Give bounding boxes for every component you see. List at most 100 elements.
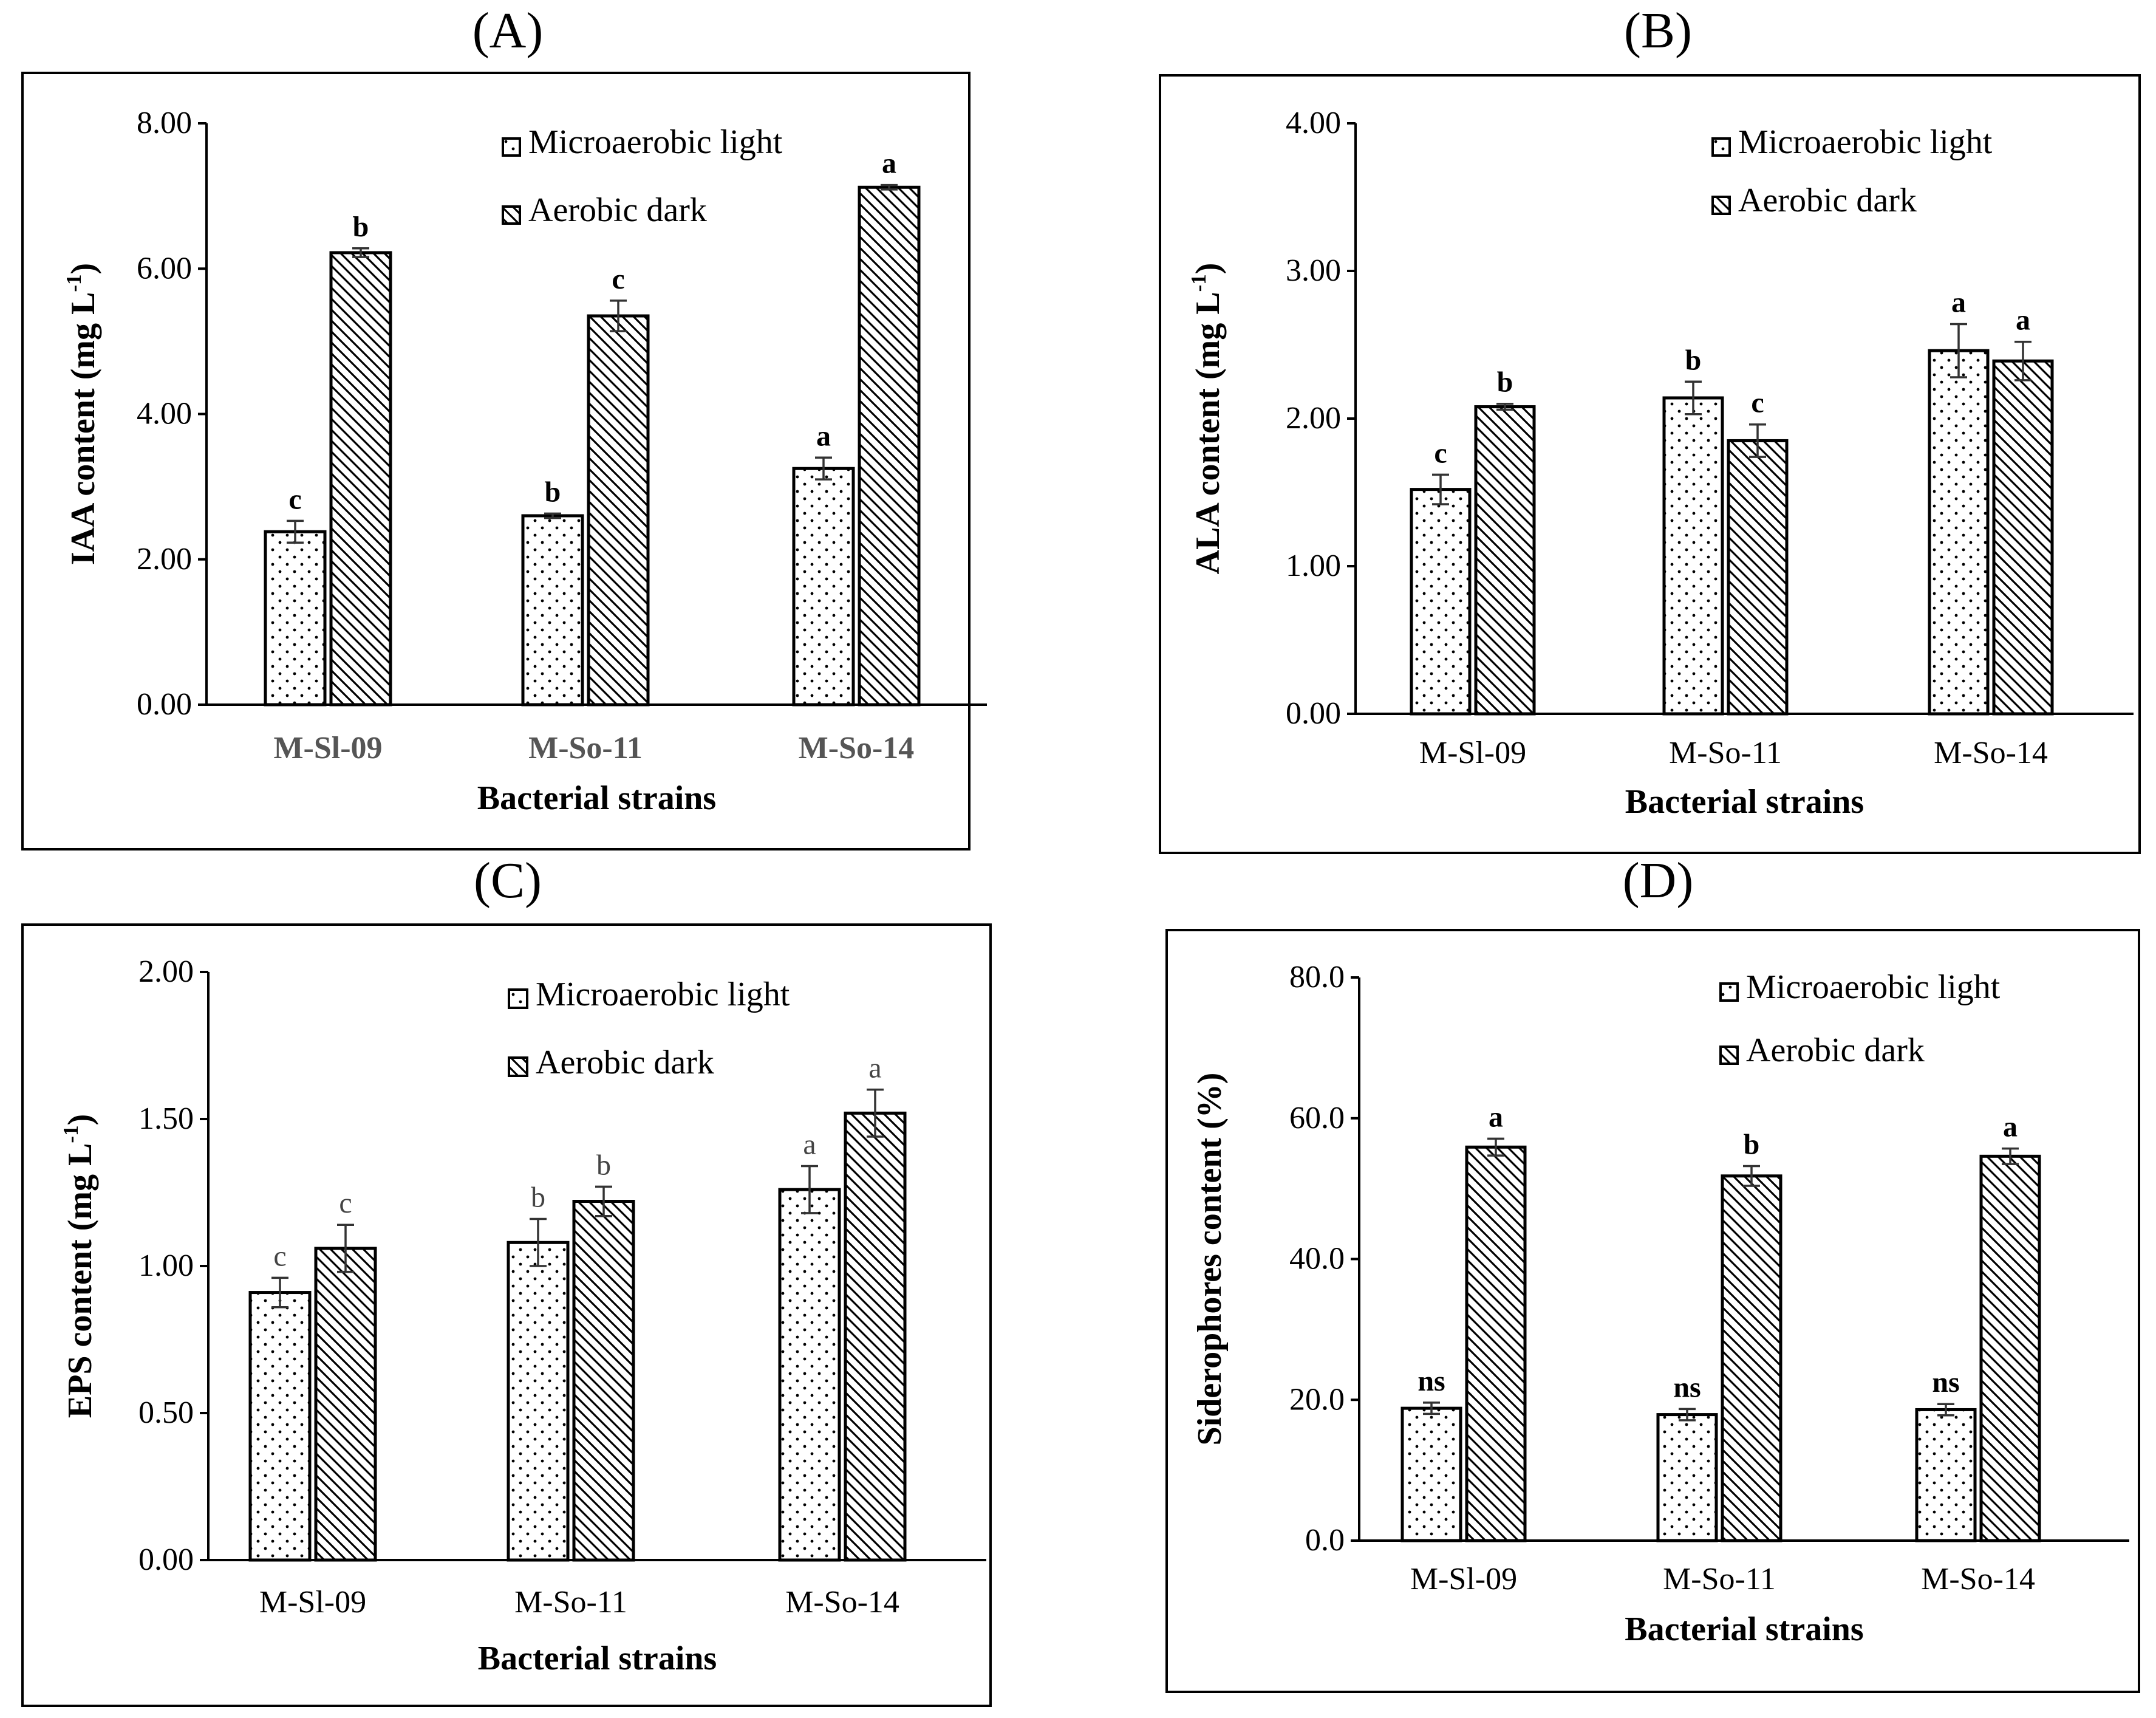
bar: [1474, 405, 1536, 716]
hatched-box-icon: [1719, 1046, 1739, 1065]
significance-label: c: [273, 1240, 286, 1272]
square-box-icon: [1719, 982, 1739, 1002]
x-tick-label: M-Sl-09: [273, 731, 382, 765]
bar: [329, 251, 392, 707]
x-tick-label: M-So-11: [1663, 1562, 1776, 1597]
bar: [587, 314, 650, 707]
significance-label: ns: [1417, 1365, 1445, 1397]
square-box-icon: [502, 137, 521, 157]
chart-panel-3: (C) 0.00 0.50 1.00 1.50 2.00 EPS content (mg L…: [21, 852, 992, 1707]
significance-label: a: [803, 1128, 816, 1160]
significance-label: b: [1497, 366, 1513, 399]
y-tick-label: 1.00: [138, 1248, 194, 1283]
y-tick-label: 1.00: [1286, 549, 1341, 583]
y-tick-label: 8.00: [137, 106, 192, 140]
bar: [792, 467, 855, 707]
bar: [1410, 488, 1472, 716]
x-tick-label: M-So-11: [1669, 736, 1782, 770]
bar: [1656, 1413, 1718, 1542]
bar: [572, 1200, 635, 1562]
x-tick-label: M-Sl-09: [259, 1585, 366, 1620]
bar: [778, 1188, 841, 1562]
bar: [507, 1241, 570, 1562]
y-tick-label: 4.00: [137, 397, 192, 431]
hatched-box-icon: [502, 205, 521, 225]
significance-label: c: [612, 263, 624, 295]
square-box-icon: [1711, 137, 1731, 157]
x-tick-label: M-So-14: [1921, 1562, 2035, 1597]
significance-label: c: [1434, 437, 1447, 469]
bar: [314, 1247, 377, 1562]
significance-label: b: [1685, 344, 1702, 376]
significance-label: c: [339, 1187, 352, 1219]
significance-label: b: [531, 1182, 545, 1214]
panel-label: (B): [1624, 2, 1692, 59]
bar: [1928, 349, 1990, 716]
bar: [1400, 1406, 1462, 1542]
y-axis-label: IAA content (mg L-1): [62, 263, 102, 565]
panel-label: (A): [472, 2, 544, 59]
y-tick-label: 3.00: [1286, 253, 1341, 288]
y-tick-label: 4.00: [1286, 106, 1341, 140]
y-tick-label: 20.0: [1289, 1382, 1345, 1417]
y-tick-label: 2.00: [138, 954, 194, 989]
bar: [1721, 1174, 1782, 1542]
x-tick-label: M-So-11: [528, 731, 643, 765]
significance-label: a: [868, 1052, 881, 1084]
x-tick-label: M-So-14: [1934, 736, 2048, 770]
hatched-box-icon: [1711, 196, 1731, 215]
x-tick-label: M-Sl-09: [1410, 1562, 1517, 1597]
significance-label: b: [353, 211, 369, 243]
y-tick-label: 0.50: [138, 1395, 194, 1430]
significance-label: b: [596, 1149, 611, 1181]
y-tick-label: 60.0: [1289, 1101, 1345, 1135]
legend-label: Aerobic dark: [1746, 1032, 1925, 1069]
panel-label: (C): [474, 852, 542, 909]
x-axis-label: Bacterial strains: [477, 779, 716, 817]
y-tick-label: 2.00: [1286, 401, 1341, 436]
significance-label: ns: [1673, 1371, 1701, 1403]
bar: [1915, 1408, 1977, 1542]
significance-label: b: [1744, 1129, 1760, 1161]
panel-border: [1165, 929, 2140, 1693]
significance-label: a: [2016, 304, 2030, 337]
legend-label: Aerobic dark: [536, 1044, 714, 1081]
y-tick-label: 40.0: [1289, 1242, 1345, 1276]
significance-label: c: [288, 483, 301, 515]
significance-label: a: [1489, 1101, 1503, 1133]
legend-label: Microaerobic light: [536, 976, 790, 1013]
bar: [1662, 396, 1724, 716]
legend-label: Aerobic dark: [528, 191, 707, 229]
panel-border: [1159, 74, 2141, 854]
x-tick-label: M-Sl-09: [1419, 736, 1526, 770]
x-axis-label: Bacterial strains: [1625, 783, 1864, 821]
y-tick-label: 2.00: [137, 542, 192, 577]
x-tick-label: M-So-14: [799, 731, 915, 765]
y-axis-label: EPS content (mg L-1): [59, 1114, 99, 1418]
bar: [264, 530, 327, 707]
significance-label: ns: [1932, 1366, 1959, 1398]
y-tick-label: 0.00: [138, 1542, 194, 1577]
bar: [521, 514, 584, 707]
significance-label: a: [1951, 286, 1966, 318]
significance-label: b: [545, 476, 561, 508]
x-axis-label: Bacterial strains: [478, 1640, 717, 1677]
significance-label: a: [2003, 1111, 2018, 1143]
hatched-box-icon: [508, 1056, 528, 1077]
legend-label: Aerobic dark: [1738, 182, 1917, 219]
y-tick-label: 0.00: [1286, 696, 1341, 731]
bar: [858, 185, 921, 707]
chart-panel-2: (B) 0.00 1.00 2.00 3.00 4.00 ALA content (mg L…: [1159, 2, 2141, 854]
x-axis-label: Bacterial strains: [1625, 1610, 1863, 1648]
panel-border: [21, 72, 971, 850]
panel-border: [21, 923, 992, 1707]
significance-label: a: [816, 420, 831, 452]
significance-label: a: [882, 148, 896, 180]
y-tick-label: 6.00: [137, 251, 192, 286]
y-tick-label: 0.00: [137, 687, 192, 722]
y-tick-label: 0.0: [1305, 1523, 1345, 1558]
bar: [844, 1111, 907, 1562]
y-tick-label: 1.50: [138, 1101, 194, 1136]
x-tick-label: M-So-14: [785, 1585, 899, 1620]
